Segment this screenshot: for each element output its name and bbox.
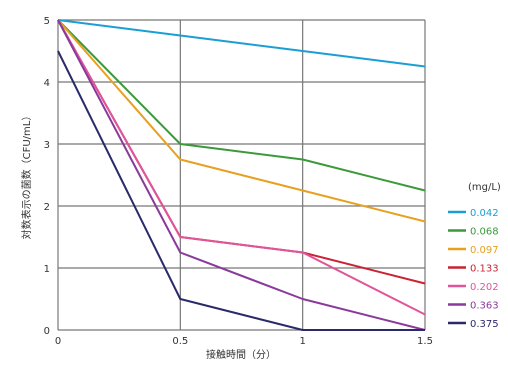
series-line-0-375 [57, 50, 425, 331]
legend-label: 0.375 [470, 319, 499, 330]
y-tick-label: 1 [44, 264, 50, 275]
series-line-0-363 [57, 19, 426, 331]
y-tick-label: 0 [44, 326, 50, 337]
tick-labels: 0 1 2 3 4 5 0 0.5 1 1.5 [44, 16, 433, 347]
series-line-0-202 [57, 19, 426, 316]
legend-label: 0.202 [470, 282, 499, 293]
legend-label: 0.068 [470, 227, 499, 238]
legend-label: 0.133 [470, 264, 499, 275]
series-lines [57, 19, 426, 331]
series-line-0-097 [57, 19, 426, 223]
x-tick-label: 1.5 [417, 336, 433, 347]
legend-label: 0.042 [470, 208, 499, 219]
x-tick-label: 0.5 [172, 336, 188, 347]
y-axis-label: 対数表示の菌数（CFU/mL） [20, 111, 33, 240]
y-tick-label: 2 [44, 202, 50, 213]
y-tick-label: 4 [44, 78, 50, 89]
grid [57, 19, 426, 331]
legend-label: 0.097 [470, 245, 499, 256]
y-tick-label: 5 [44, 16, 50, 27]
x-tick-label: 0 [55, 336, 61, 347]
legend-label: 0.363 [470, 301, 499, 312]
x-tick-label: 1 [299, 336, 305, 347]
series-line-0-042 [57, 19, 426, 68]
legend-title: (mg/L) [468, 182, 501, 193]
x-axis-label: 接触時間（分） [206, 348, 276, 361]
series-line-0-068 [57, 19, 426, 192]
legend: (mg/L) 0.042 0.068 0.097 0.133 0.202 0.363 0.3… [448, 182, 501, 330]
y-tick-label: 3 [44, 140, 50, 151]
